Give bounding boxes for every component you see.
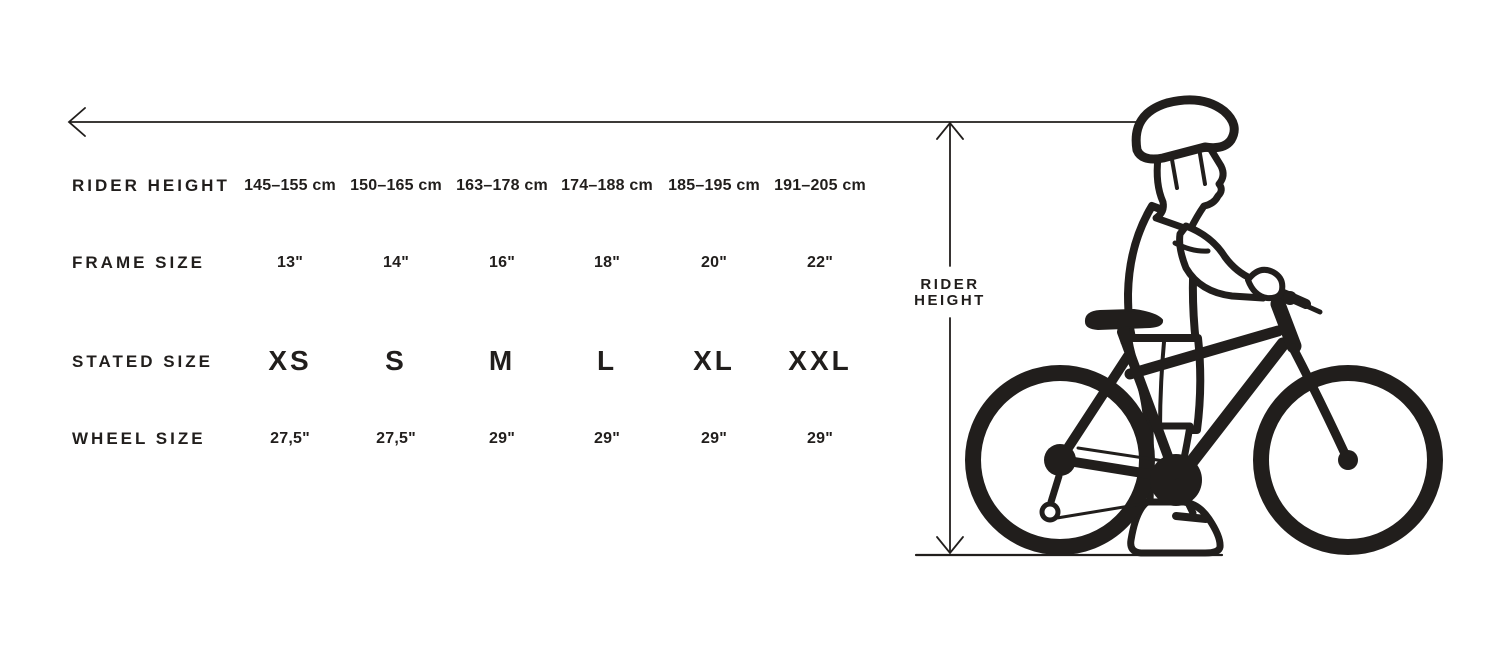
cassette: [1044, 444, 1076, 476]
left-arrow-icon: [67, 107, 1139, 137]
row-label-wheel-size: WHEEL SIZE: [72, 429, 206, 448]
frame-size-s: 14": [383, 254, 409, 271]
helmet-icon: [1131, 95, 1239, 164]
rider-height-measure-label: RIDER HEIGHT: [914, 276, 986, 309]
brake-lever: [1297, 300, 1323, 315]
bicycle-drawing: [965, 279, 1443, 555]
row-label-frame-size: FRAME SIZE: [72, 253, 205, 272]
stated-size-xs: XS: [268, 345, 312, 376]
rider-arm: [1172, 222, 1297, 305]
stated-size-s: S: [385, 345, 407, 376]
rider-hand: [1245, 266, 1286, 302]
frame-size-m: 16": [489, 254, 515, 271]
rear-wheel: [965, 365, 1155, 555]
wheel-size-m: 29": [489, 430, 515, 447]
stated-size-m: M: [488, 345, 516, 376]
pedal: [1172, 512, 1210, 523]
up-down-arrow-icon: [936, 121, 964, 555]
frame-size-xl: 20": [701, 254, 727, 271]
wheel-size-s: 27,5": [376, 430, 416, 447]
stated-size-l: L: [596, 345, 618, 376]
saddle: [1084, 309, 1164, 330]
row-label-rider-height: RIDER HEIGHT: [72, 176, 230, 195]
seat-tube: [1117, 327, 1181, 483]
seat-stay: [1059, 351, 1133, 459]
measure-lines: [67, 107, 1224, 557]
rider-height-s: 150–165 cm: [350, 177, 442, 194]
rider-height-xl: 185–195 cm: [668, 177, 760, 194]
frame-size-xs: 13": [277, 254, 303, 271]
wheel-size-xs: 27,5": [270, 430, 310, 447]
rider-height-l: 174–188 cm: [561, 177, 653, 194]
stated-size-xl: XL: [693, 345, 735, 376]
top-tube: [1124, 325, 1284, 380]
crank-arm: [1174, 478, 1197, 517]
chain-top: [1076, 446, 1166, 463]
chain-bottom: [1055, 498, 1168, 520]
frame-size-l: 18": [594, 254, 620, 271]
rider-height-xxl: 191–205 cm: [774, 177, 866, 194]
row-label-stated-size: STATED SIZE: [72, 352, 213, 371]
fork: [1288, 343, 1351, 461]
stated-size-xxl: XXL: [788, 345, 852, 376]
rider-height-xs: 145–155 cm: [244, 177, 336, 194]
grip-end: [1283, 291, 1297, 305]
wheel-size-l: 29": [594, 430, 620, 447]
rider-shoe: [1127, 498, 1224, 557]
frame-size-xxl: 22": [807, 254, 833, 271]
wheel-size-xl: 29": [701, 430, 727, 447]
rider-height-m: 163–178 cm: [456, 177, 548, 194]
down-tube: [1173, 337, 1290, 484]
front-wheel: [1253, 365, 1443, 555]
derailleur: [1047, 472, 1063, 506]
wheel-size-xxl: 29": [807, 430, 833, 447]
